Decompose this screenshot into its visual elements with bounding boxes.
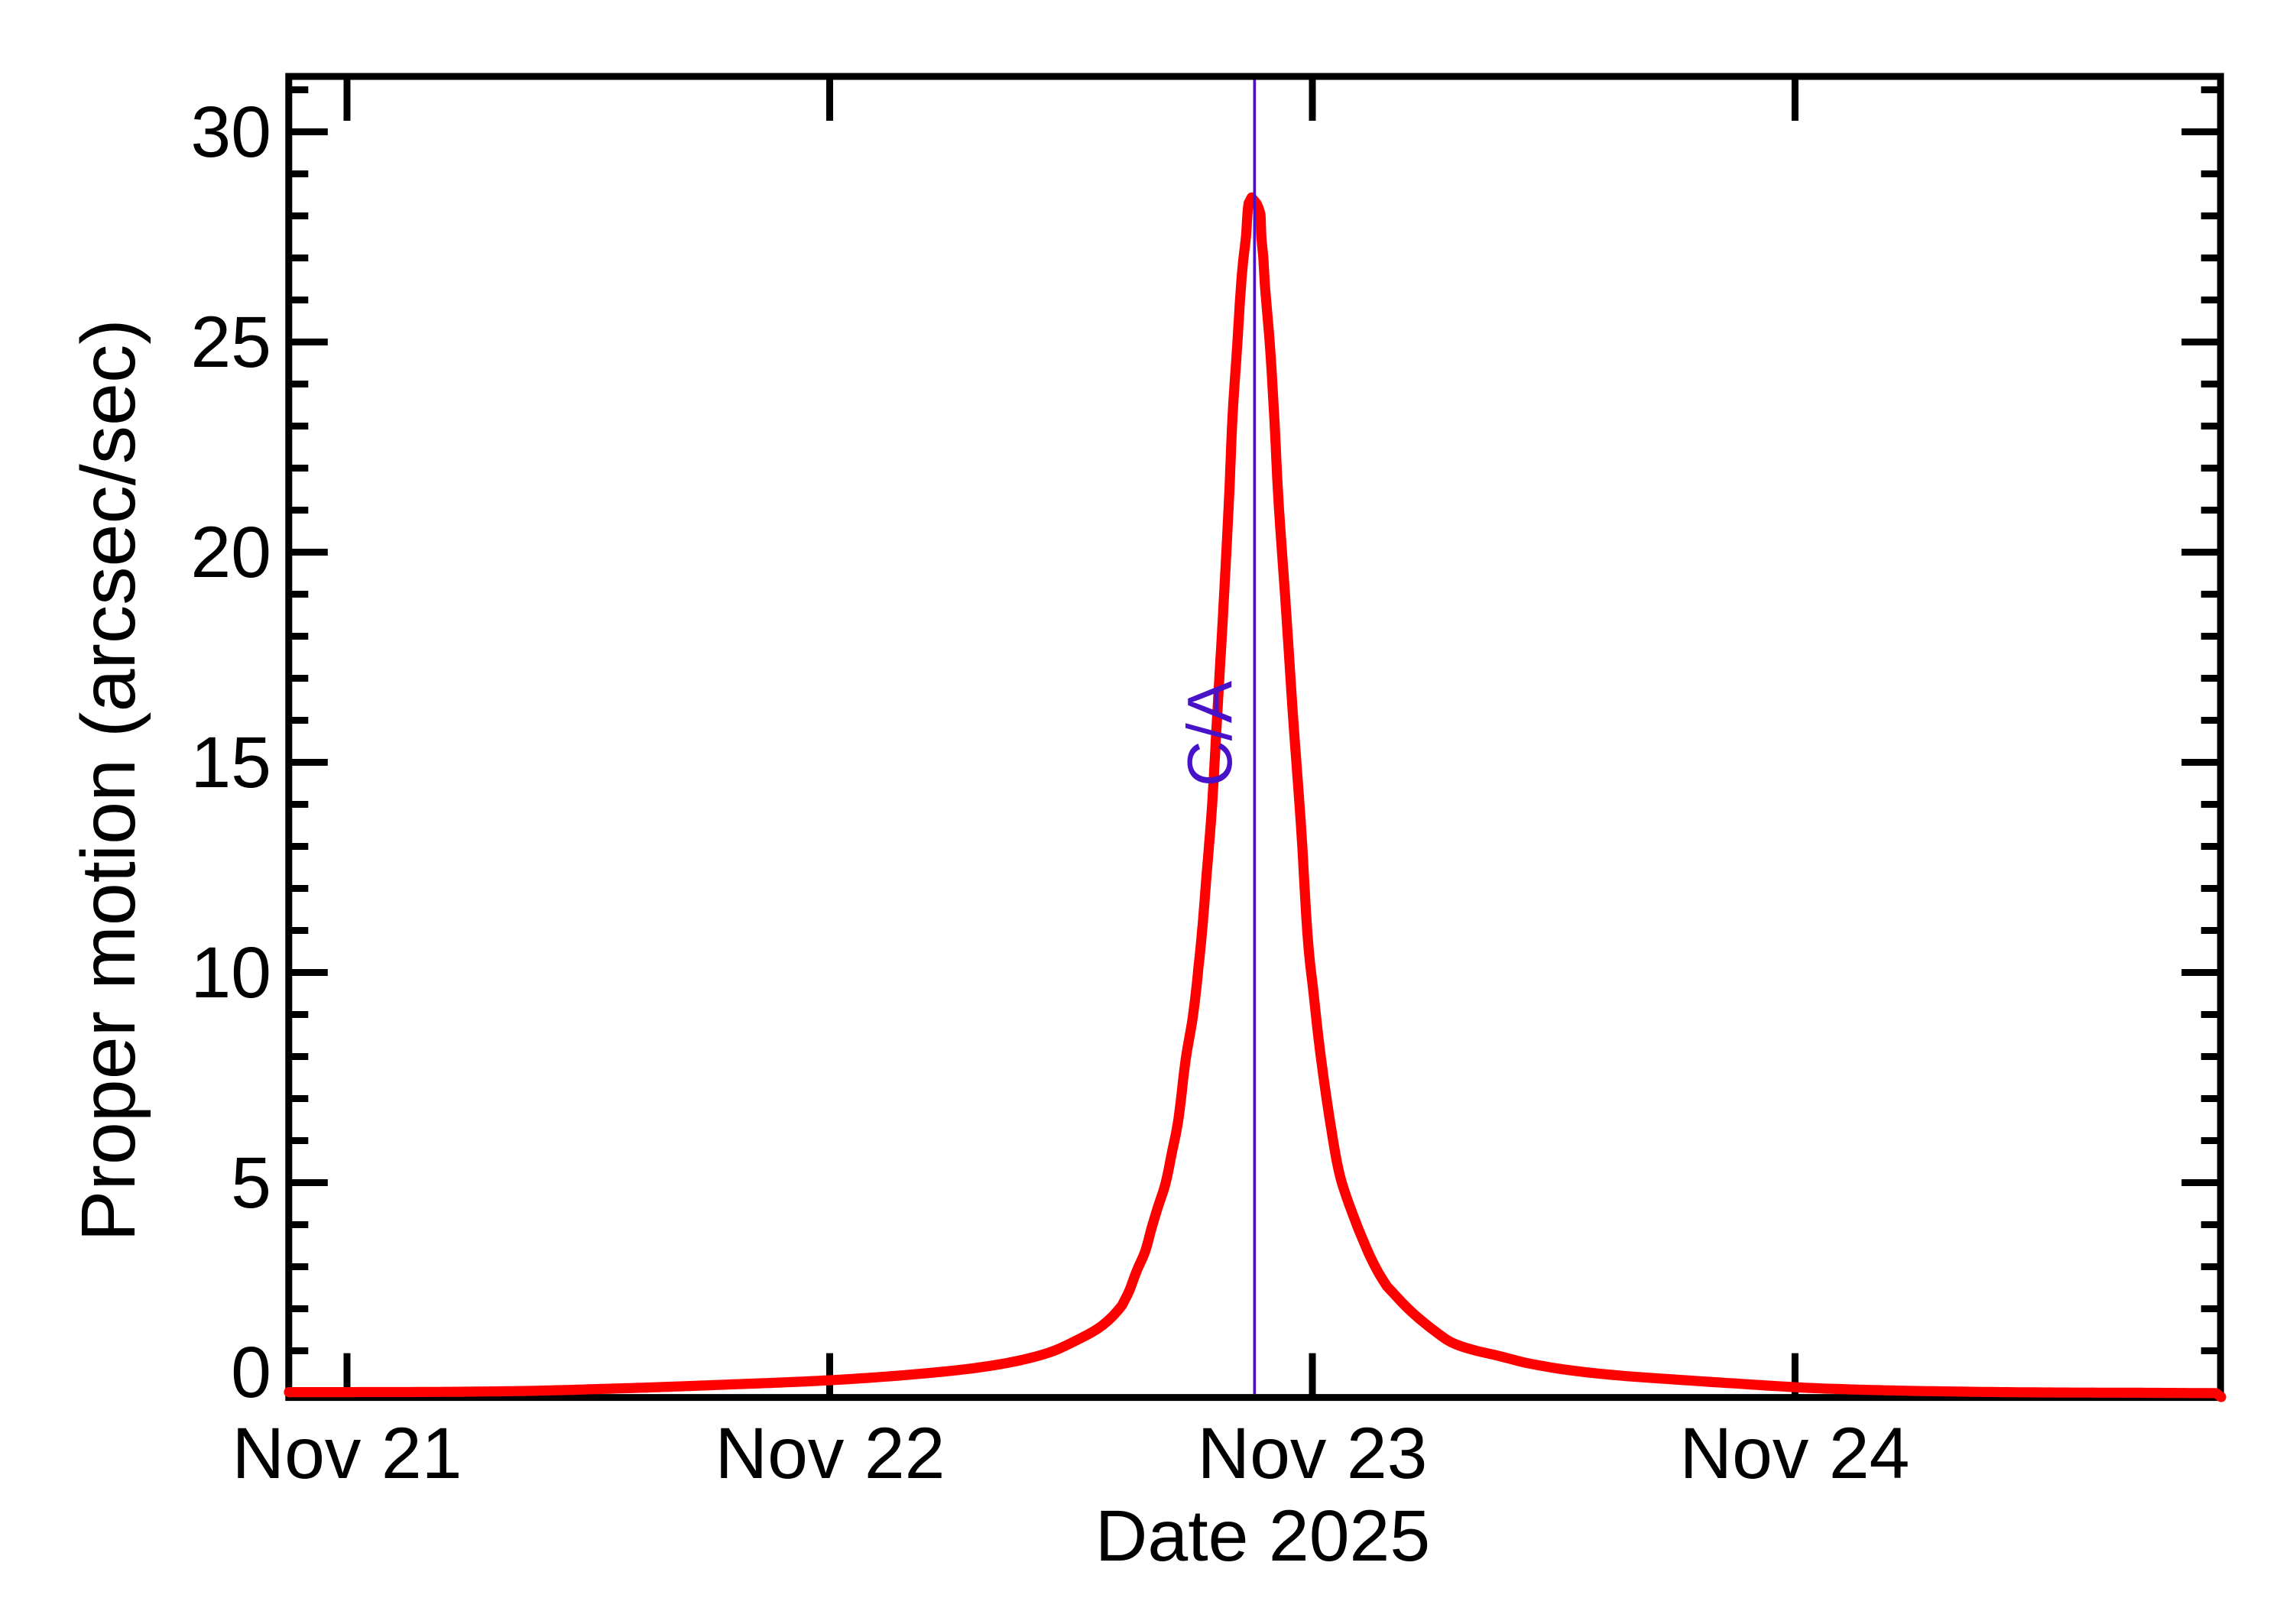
svg-text:0: 0 xyxy=(231,1332,271,1413)
svg-text:Nov 21: Nov 21 xyxy=(232,1413,462,1494)
svg-text:Proper motion (arcsec/sec): Proper motion (arcsec/sec) xyxy=(66,319,151,1242)
svg-text:10: 10 xyxy=(190,932,271,1013)
svg-text:Nov 22: Nov 22 xyxy=(715,1413,945,1494)
svg-text:Nov 24: Nov 24 xyxy=(1679,1413,1909,1494)
svg-text:25: 25 xyxy=(190,302,271,383)
svg-text:C/A: C/A xyxy=(1174,680,1245,786)
svg-text:20: 20 xyxy=(190,512,271,593)
svg-text:Nov 23: Nov 23 xyxy=(1197,1413,1427,1494)
svg-text:5: 5 xyxy=(231,1143,271,1224)
svg-text:15: 15 xyxy=(190,722,271,803)
svg-text:30: 30 xyxy=(190,92,271,173)
svg-text:Date 2025: Date 2025 xyxy=(1095,1496,1430,1577)
